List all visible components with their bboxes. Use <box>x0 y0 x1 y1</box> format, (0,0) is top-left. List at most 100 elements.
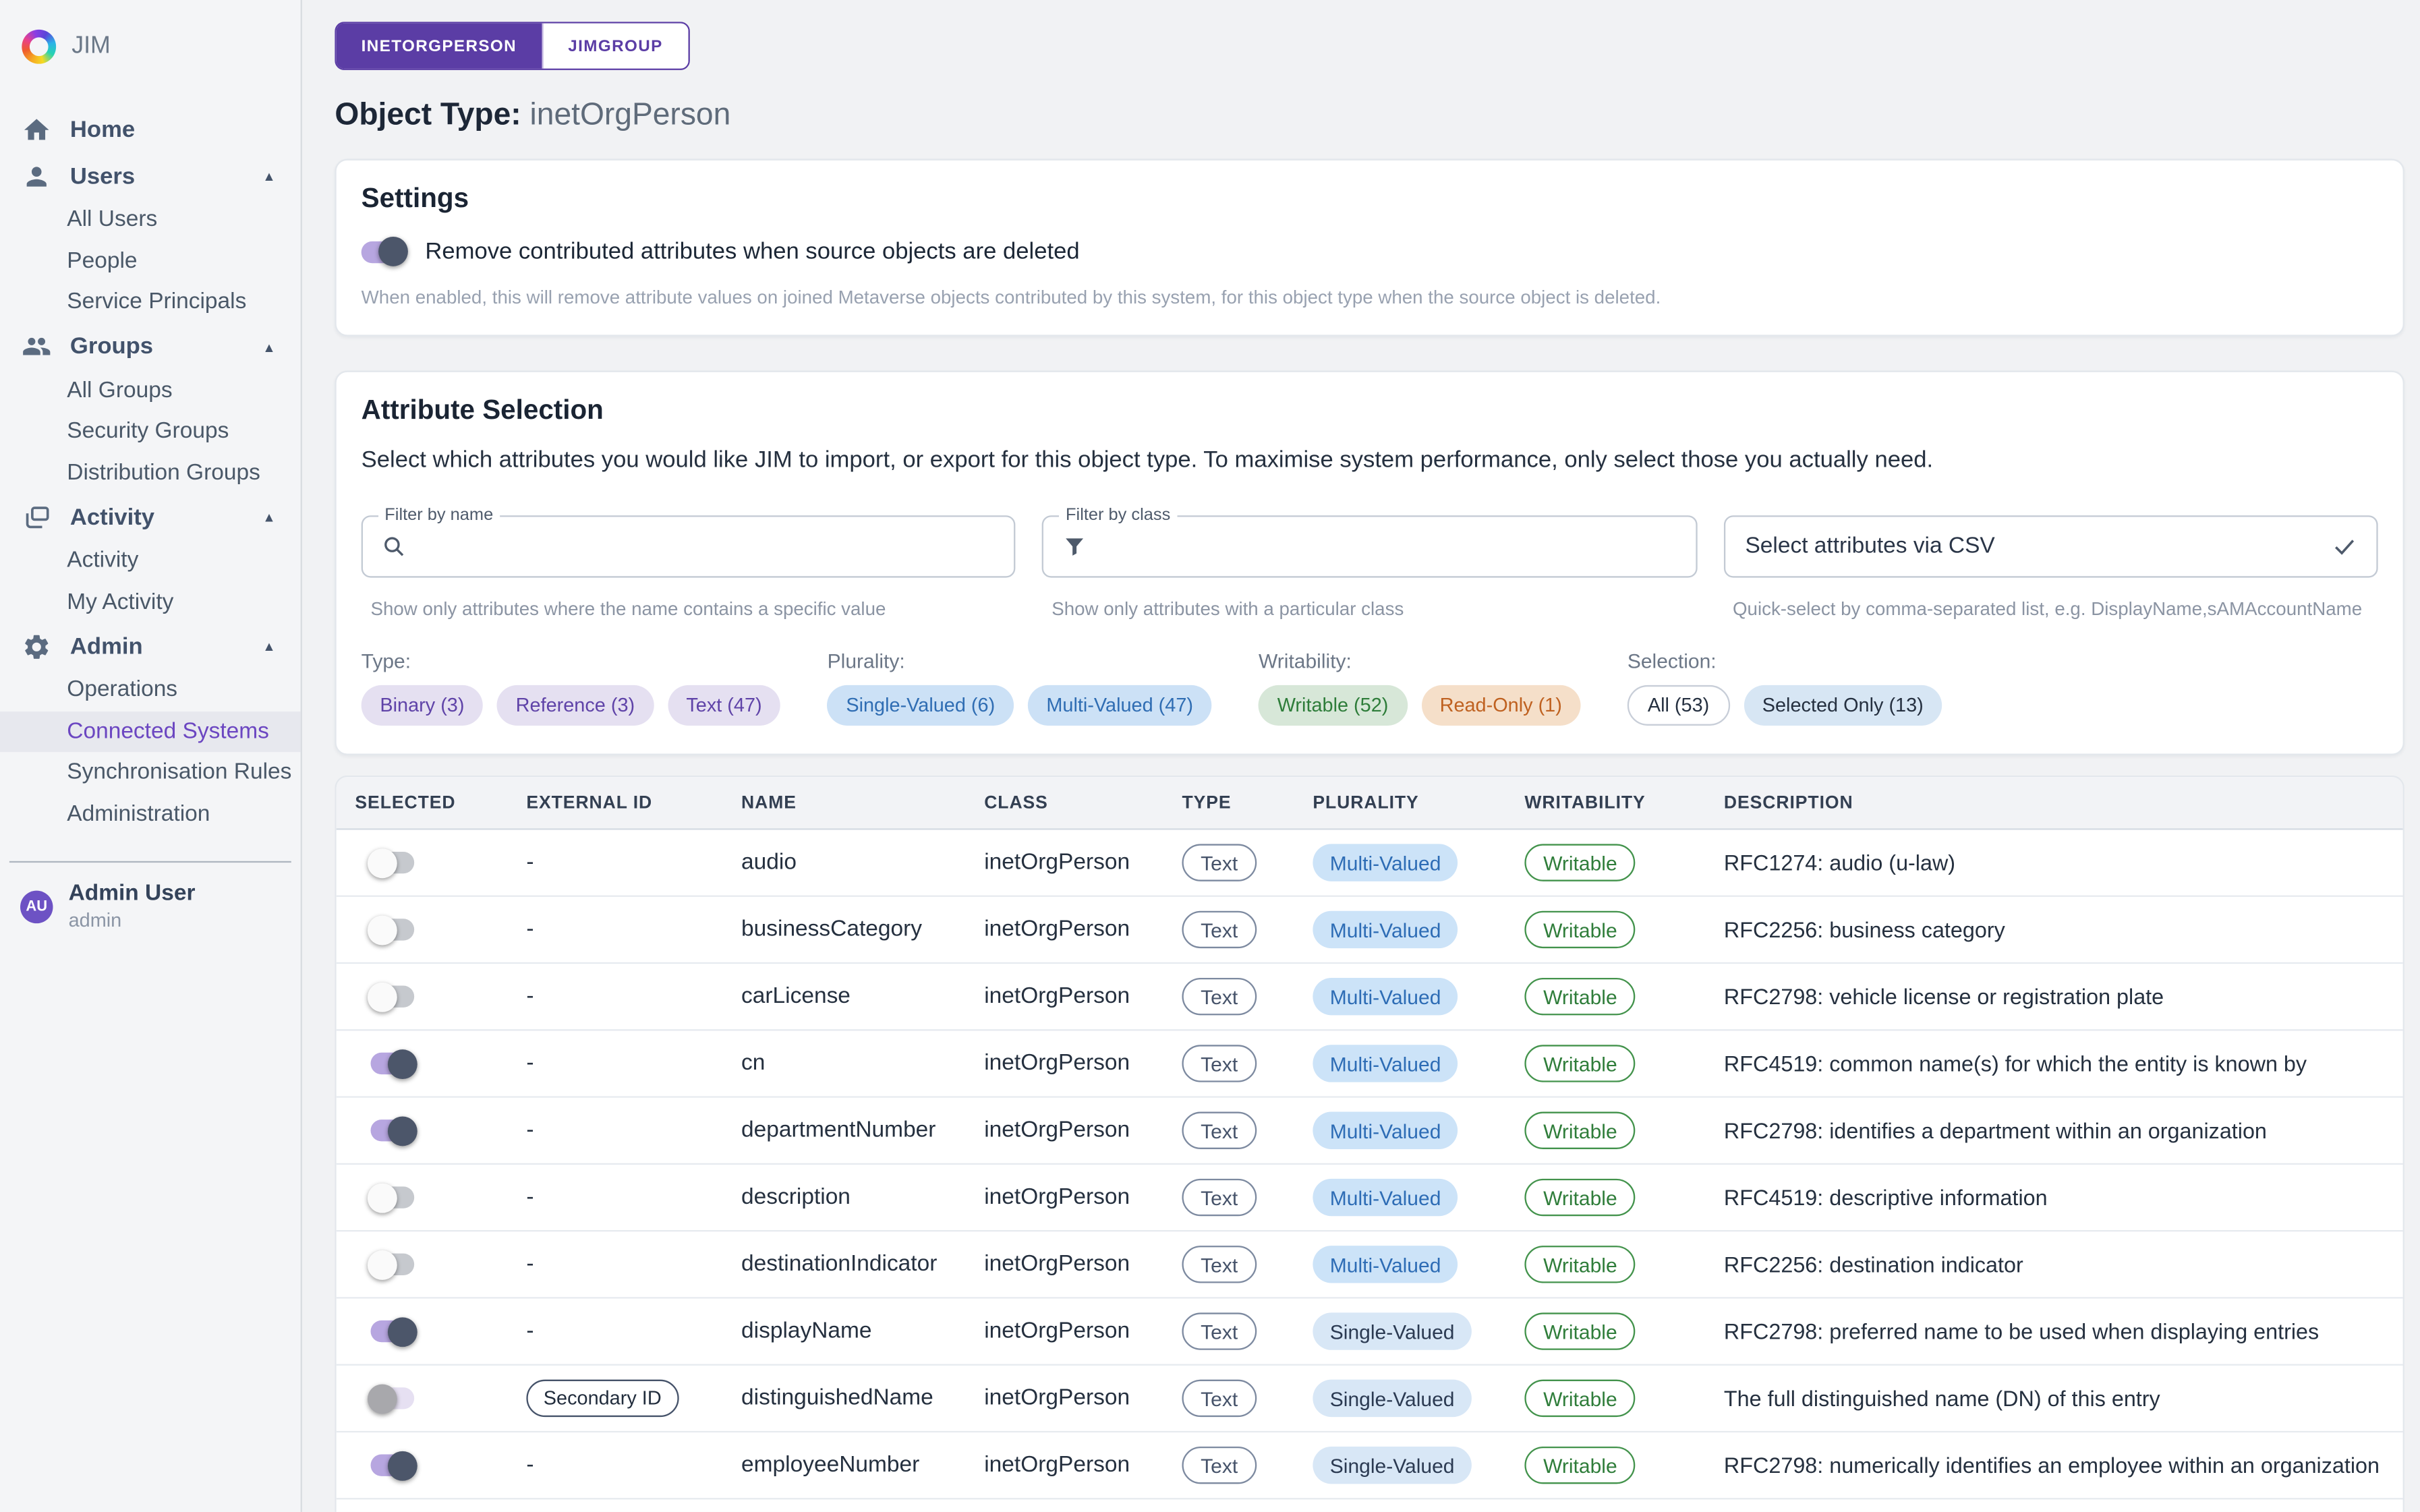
stacked-windows-icon <box>22 502 51 532</box>
plurality-badge: Single-Valued <box>1313 1312 1472 1350</box>
cell-class: inetOrgPerson <box>984 984 1130 1010</box>
plurality-badge: Single-Valued <box>1313 1446 1472 1484</box>
cell-external-id: - <box>526 1185 534 1210</box>
plurality-badge: Multi-Valued <box>1313 1178 1458 1217</box>
cell-name: carLicense <box>741 984 851 1010</box>
filter-by-class-helper: Show only attributes with a particular c… <box>1051 598 1404 620</box>
row-selected-toggle[interactable] <box>367 1383 415 1414</box>
writability-badge: Writable <box>1524 1446 1636 1484</box>
cell-external-id: - <box>526 1117 534 1143</box>
sidebar-item-home[interactable]: Home <box>0 106 301 152</box>
sidebar-item-service-principals[interactable]: Service Principals <box>67 290 247 315</box>
chip-reference-3[interactable]: Reference (3) <box>496 685 654 726</box>
filter-by-class-input[interactable] <box>1043 517 1696 577</box>
cell-name: audio <box>741 850 797 875</box>
table-header-row: SELECTED EXTERNAL ID NAME CLASS TYPE PLURALIT… <box>336 777 2403 830</box>
sidebar-item-activity[interactable]: Activity ▲ <box>0 494 301 540</box>
chip-group-selection: Selection: All (53) Selected Only (13) <box>1627 649 1942 726</box>
checkmark-icon <box>2331 533 2357 560</box>
cell-external-id: - <box>526 850 534 875</box>
sidebar-item-all-users[interactable]: All Users <box>67 207 158 233</box>
row-selected-toggle[interactable] <box>370 1450 417 1480</box>
writability-badge: Writable <box>1524 1379 1636 1418</box>
search-icon <box>382 534 407 559</box>
sidebar-item-administration[interactable]: Administration <box>67 801 210 827</box>
brand: JIM <box>0 0 301 69</box>
row-selected-toggle[interactable] <box>370 1316 417 1347</box>
row-selected-toggle[interactable] <box>367 1249 415 1279</box>
brand-name: JIM <box>71 32 111 59</box>
column-header-class: CLASS <box>984 793 1048 813</box>
sidebar-item-my-activity[interactable]: My Activity <box>67 589 174 615</box>
remove-attributes-toggle[interactable] <box>361 236 408 266</box>
chip-multi-valued-47[interactable]: Multi-Valued (47) <box>1027 685 1212 726</box>
chip-selected-only-13[interactable]: Selected Only (13) <box>1744 685 1942 726</box>
filter-by-name-input[interactable] <box>362 517 1014 577</box>
sidebar-item-operations[interactable]: Operations <box>67 677 178 703</box>
page-title-value: inetOrgPerson <box>529 98 731 133</box>
main-content: INETORGPERSON JIMGROUP Object Type: inet… <box>302 0 2420 1512</box>
row-selected-toggle[interactable] <box>367 981 415 1012</box>
cell-external-id: - <box>526 1453 534 1478</box>
sidebar-item-activity[interactable]: Activity <box>67 548 139 574</box>
sidebar-item-connected-systems[interactable]: Connected Systems <box>0 711 301 753</box>
row-selected-toggle[interactable] <box>367 848 415 878</box>
home-icon <box>22 115 51 144</box>
row-selected-toggle[interactable] <box>367 914 415 945</box>
sidebar-item-users[interactable]: Users ▲ <box>0 152 301 199</box>
cell-description: RFC2798: preferred name to be used when … <box>1723 1318 2320 1344</box>
chip-text-47[interactable]: Text (47) <box>667 685 781 726</box>
column-header-external-id: EXTERNAL ID <box>526 793 653 813</box>
sidebar-item-groups[interactable]: Groups ▲ <box>0 323 301 370</box>
chip-single-valued-6[interactable]: Single-Valued (6) <box>827 685 1014 726</box>
chip-read-only-1[interactable]: Read-Only (1) <box>1420 685 1581 726</box>
csv-select-input[interactable] <box>1725 517 2377 577</box>
cell-external-id: - <box>526 917 534 942</box>
type-badge: Text <box>1182 1379 1257 1418</box>
user-profile[interactable]: AU Admin User admin <box>0 863 301 933</box>
tab-inetorgperson[interactable]: INETORGPERSON <box>336 23 542 69</box>
tab-jimgroup[interactable]: JIMGROUP <box>542 23 688 69</box>
toggle-knob <box>378 236 408 266</box>
sidebar-item-all-groups[interactable]: All Groups <box>67 378 173 403</box>
sidebar-item-admin[interactable]: Admin ▲ <box>0 623 301 670</box>
cell-external-id: - <box>526 1051 534 1076</box>
chevron-up-icon: ▲ <box>262 339 276 355</box>
sidebar-item-synchronisation-rules[interactable]: Synchronisation Rules <box>67 760 292 786</box>
user-role: admin <box>68 910 122 932</box>
chip-binary-3[interactable]: Binary (3) <box>361 685 484 726</box>
row-selected-toggle[interactable] <box>370 1115 417 1146</box>
table-row-audio: - audio inetOrgPerson Text Multi-Valued … <box>336 830 2403 897</box>
column-header-name: NAME <box>741 793 797 813</box>
plurality-badge: Multi-Valued <box>1313 977 1458 1016</box>
cell-name: description <box>741 1185 851 1210</box>
attribute-selection-description: Select which attributes you would like J… <box>361 446 1934 473</box>
sidebar-item-security-groups[interactable]: Security Groups <box>67 419 229 444</box>
writability-badge: Writable <box>1524 1246 1636 1283</box>
type-badge: Text <box>1182 977 1257 1016</box>
sidebar-item-people[interactable]: People <box>67 248 138 274</box>
type-badge: Text <box>1182 844 1257 881</box>
chip-group-writability: Writability: Writable (52) Read-Only (1) <box>1259 649 1581 726</box>
cell-name: displayName <box>741 1318 872 1344</box>
chip-writable-52[interactable]: Writable (52) <box>1259 685 1408 726</box>
chip-group-type: Type: Binary (3) Reference (3) Text (47) <box>361 649 781 726</box>
plurality-badge: Multi-Valued <box>1313 910 1458 949</box>
cell-class: inetOrgPerson <box>984 1185 1130 1210</box>
table-row-businesscategory: - businessCategory inetOrgPerson Text Mu… <box>336 896 2403 964</box>
sidebar: JIM Home Users ▲ All Users People Service … <box>0 0 302 1512</box>
row-selected-toggle[interactable] <box>370 1049 417 1078</box>
sidebar-item-distribution-groups[interactable]: Distribution Groups <box>67 460 260 486</box>
row-selected-toggle[interactable] <box>367 1182 415 1213</box>
sidebar-nav: Home Users ▲ All Users People Service Prin… <box>0 106 301 835</box>
csv-select-field: Quick-select by comma-separated list, e.… <box>1723 515 2378 620</box>
chip-all-53[interactable]: All (53) <box>1627 685 1730 726</box>
type-badge: Text <box>1182 1178 1257 1217</box>
cell-name: destinationIndicator <box>741 1252 938 1277</box>
cell-class: inetOrgPerson <box>984 1453 1130 1478</box>
chevron-up-icon: ▲ <box>262 509 276 525</box>
filter-by-class-label: Filter by class <box>1059 506 1177 525</box>
cell-external-id: Secondary ID <box>508 1379 723 1418</box>
gear-icon <box>22 631 51 661</box>
